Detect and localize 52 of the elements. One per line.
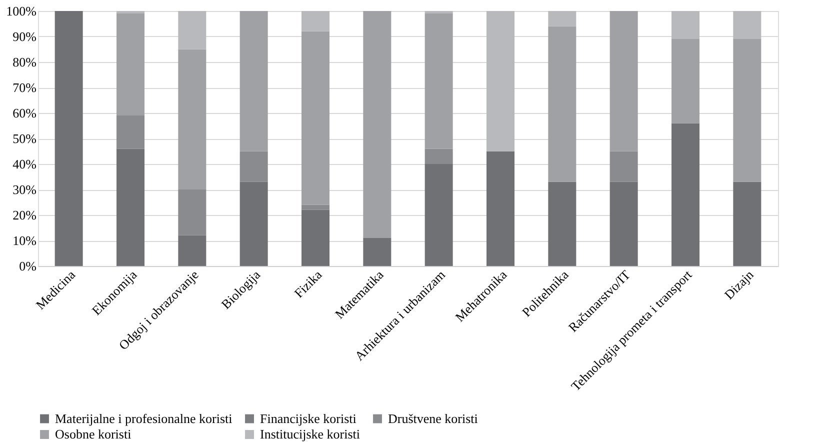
y-tick-label: 60%: [12, 106, 37, 120]
bar: [178, 190, 206, 236]
legend-label: Društvene koristi: [388, 410, 478, 426]
bar: [424, 164, 453, 266]
bar: [610, 151, 638, 182]
y-tick-label: 80%: [12, 54, 37, 70]
bar: [672, 39, 700, 124]
bar: [178, 49, 206, 190]
y-tick-label: 10%: [12, 233, 37, 248]
bar: [178, 235, 206, 266]
y-tick-label: 50%: [12, 131, 37, 146]
bar: [672, 11, 700, 40]
bar: [116, 116, 144, 149]
y-tick-label: 30%: [12, 182, 37, 197]
bar: [116, 148, 144, 266]
y-tick-label: 20%: [12, 208, 37, 222]
bar: [302, 210, 330, 266]
legend-label: Osobne koristi: [55, 426, 132, 442]
y-tick-label: 90%: [12, 29, 37, 44]
bar: [610, 11, 638, 152]
bar: [178, 11, 206, 50]
legend-label: Institucijske koristi: [260, 426, 360, 442]
bar: [486, 151, 514, 266]
bar: [240, 11, 268, 152]
bar: [424, 14, 453, 149]
bar: [302, 204, 330, 210]
y-tick-label: 0%: [19, 258, 37, 274]
bar: [610, 182, 638, 266]
bar: [424, 11, 453, 14]
bar: [548, 26, 576, 182]
bar: [116, 14, 144, 116]
y-tick-label: 70%: [12, 80, 37, 95]
bar: [672, 123, 700, 266]
bar: [240, 182, 268, 266]
bar: [548, 11, 576, 26]
bar: [116, 11, 144, 14]
bar: [548, 182, 576, 266]
bar: [733, 182, 762, 266]
bar: [302, 31, 330, 205]
bar: [733, 11, 762, 40]
y-tick-label: 100%: [6, 4, 37, 18]
bar: [486, 11, 514, 152]
legend-label: Financijske koristi: [260, 410, 357, 426]
bar: [240, 151, 268, 182]
bar: [733, 39, 762, 182]
bar: [54, 11, 83, 266]
bar: [302, 11, 330, 32]
bar: [363, 238, 392, 266]
legend-label: Materijalne i profesionalne koristi: [55, 410, 233, 426]
y-tick-label: 40%: [12, 156, 37, 172]
bar: [424, 148, 453, 164]
bar: [363, 11, 392, 238]
